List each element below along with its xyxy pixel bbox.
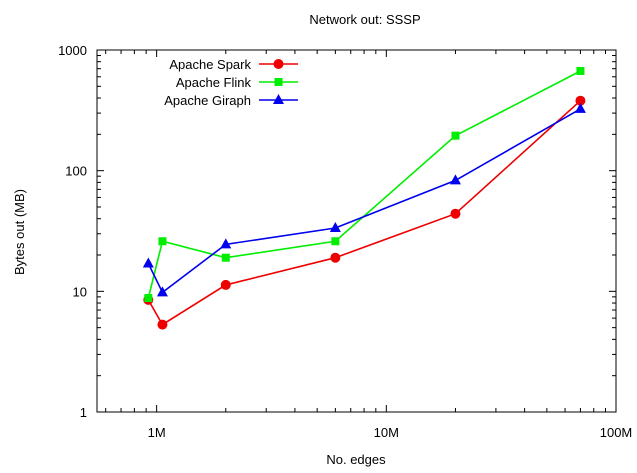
y-axis-title: Bytes out (MB) bbox=[12, 189, 27, 275]
legend-label-apache-flink: Apache Flink bbox=[176, 75, 252, 90]
plot-area: 1 10 100 1000 1M 10M 100M bbox=[58, 43, 632, 440]
data-point-apache-flink bbox=[158, 237, 167, 246]
data-point-apache-flink bbox=[144, 294, 153, 303]
x-tick-label: 100M bbox=[600, 425, 633, 440]
data-point-apache-giraph bbox=[574, 102, 586, 113]
series-line-apache-flink bbox=[147, 70, 581, 299]
data-point-apache-flink bbox=[451, 131, 460, 140]
legend-label-apache-spark: Apache Spark bbox=[169, 57, 251, 72]
series-line-apache-giraph bbox=[147, 108, 581, 294]
legend-marker-apache-spark bbox=[273, 59, 284, 69]
data-point-apache-flink bbox=[576, 66, 585, 75]
x-axis-title: No. edges bbox=[326, 452, 386, 467]
y-tick-label: 100 bbox=[65, 164, 87, 179]
series-apache-flink bbox=[144, 66, 585, 303]
data-point-apache-giraph bbox=[220, 238, 232, 249]
y-tick-label: 1 bbox=[80, 405, 87, 420]
y-tick-label: 1000 bbox=[58, 43, 87, 58]
data-point-apache-giraph bbox=[142, 257, 154, 268]
legend-label-apache-giraph: Apache Giraph bbox=[164, 93, 251, 108]
data-point-apache-spark bbox=[220, 279, 231, 290]
series-apache-spark bbox=[143, 95, 586, 330]
series-apache-giraph bbox=[142, 102, 586, 297]
series-line-apache-spark bbox=[147, 100, 581, 326]
data-point-apache-giraph bbox=[449, 174, 461, 185]
data-point-apache-giraph bbox=[156, 286, 168, 297]
data-point-apache-spark bbox=[450, 208, 461, 219]
data-point-apache-flink bbox=[221, 253, 230, 262]
plot-frame bbox=[96, 49, 617, 413]
legend: Apache Spark Apache Flink Apache Giraph bbox=[164, 57, 298, 108]
data-point-apache-giraph bbox=[329, 221, 341, 232]
legend-marker-apache-giraph bbox=[273, 94, 284, 104]
data-point-apache-spark bbox=[330, 252, 341, 263]
data-point-apache-spark bbox=[575, 95, 586, 106]
legend-marker-apache-flink bbox=[274, 78, 283, 86]
x-tick-label: 10M bbox=[374, 425, 399, 440]
data-point-apache-flink bbox=[331, 237, 340, 246]
y-tick-label: 10 bbox=[73, 284, 87, 299]
x-tick-label: 1M bbox=[148, 425, 166, 440]
data-point-apache-spark bbox=[157, 319, 168, 330]
chart-title: Network out: SSSP bbox=[309, 12, 420, 27]
